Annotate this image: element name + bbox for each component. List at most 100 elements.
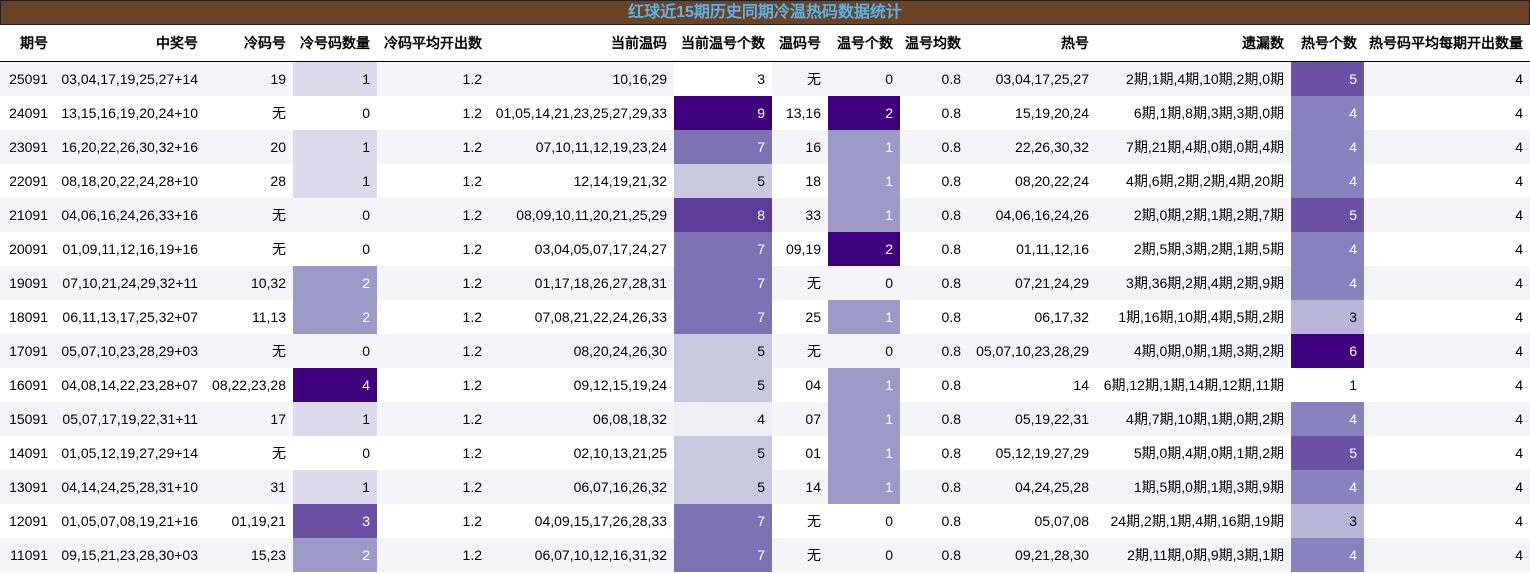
cell-warm-avg: 0.8 [900, 402, 968, 436]
cell-warm-current: 06,08,18,32 [489, 402, 674, 436]
cell-hot-numbers: 07,21,24,29 [968, 266, 1096, 300]
cell-warm-avg: 0.8 [900, 504, 968, 538]
table-row: 17091 05,07,10,23,28,29+03 无 0 1.2 08,20,24,2… [0, 334, 1530, 368]
cell-issue: 14091 [0, 436, 55, 470]
cell-missing: 3期,36期,2期,4期,2期,9期 [1096, 266, 1291, 300]
cell-warm-count: 1 [828, 436, 900, 470]
cell-warm-count: 2 [828, 96, 900, 130]
header-warm-numbers: 温码号 [772, 25, 828, 62]
cell-missing: 1期,16期,10期,4期,5期,2期 [1096, 300, 1291, 334]
cell-missing: 24期,2期,1期,4期,16期,19期 [1096, 504, 1291, 538]
cell-hot-avg: 4 [1364, 198, 1530, 232]
table-row: 22091 08,18,20,22,24,28+10 28 1 1.2 12,14,19,… [0, 164, 1530, 198]
cell-warm-current: 12,14,19,21,32 [489, 164, 674, 198]
cell-cold-count: 4 [293, 368, 377, 402]
cell-winning-numbers: 03,04,17,19,25,27+14 [55, 61, 205, 96]
cell-warm-avg: 0.8 [900, 198, 968, 232]
cell-hot-avg: 4 [1364, 436, 1530, 470]
cell-warm-current-count: 5 [674, 470, 772, 504]
cell-warm-numbers: 13,16 [772, 96, 828, 130]
cell-hot-numbers: 05,07,10,23,28,29 [968, 334, 1096, 368]
header-winning-numbers: 中奖号 [55, 25, 205, 62]
cell-hot-avg: 4 [1364, 130, 1530, 164]
cell-cold-count: 3 [293, 504, 377, 538]
cell-warm-count: 1 [828, 164, 900, 198]
cell-hot-numbers: 08,20,22,24 [968, 164, 1096, 198]
header-issue: 期号 [0, 25, 55, 62]
cell-issue: 17091 [0, 334, 55, 368]
cell-winning-numbers: 05,07,10,23,28,29+03 [55, 334, 205, 368]
cell-winning-numbers: 06,11,13,17,25,32+07 [55, 300, 205, 334]
cell-cold-numbers: 31 [205, 470, 293, 504]
table-row: 15091 05,07,17,19,22,31+11 17 1 1.2 06,08,18,… [0, 402, 1530, 436]
cell-missing: 2期,11期,0期,9期,3期,1期 [1096, 538, 1291, 572]
cell-cold-avg: 1.2 [377, 504, 489, 538]
cell-warm-current: 08,09,10,11,20,21,25,29 [489, 198, 674, 232]
cell-hot-avg: 4 [1364, 368, 1530, 402]
cell-issue: 24091 [0, 96, 55, 130]
table-body: 25091 03,04,17,19,25,27+14 19 1 1.2 10,16,29 3… [0, 61, 1530, 572]
cell-missing: 4期,0期,0期,1期,3期,2期 [1096, 334, 1291, 368]
cell-warm-current: 06,07,10,12,16,31,32 [489, 538, 674, 572]
cell-issue: 25091 [0, 61, 55, 96]
table-row: 21091 04,06,16,24,26,33+16 无 0 1.2 08,09,10,1… [0, 198, 1530, 232]
cell-cold-numbers: 17 [205, 402, 293, 436]
table-row: 24091 13,15,16,19,20,24+10 无 0 1.2 01,05,14,2… [0, 96, 1530, 130]
cell-hot-count: 4 [1291, 232, 1364, 266]
cell-missing: 6期,12期,1期,14期,12期,11期 [1096, 368, 1291, 402]
cell-cold-count: 1 [293, 61, 377, 96]
cell-hot-numbers: 09,21,28,30 [968, 538, 1096, 572]
cell-warm-avg: 0.8 [900, 164, 968, 198]
cell-cold-numbers: 19 [205, 61, 293, 96]
cell-hot-count: 6 [1291, 334, 1364, 368]
table-title: 红球近15期历史同期冷温热码数据统计 [0, 0, 1530, 25]
cell-warm-current-count: 3 [674, 61, 772, 96]
cell-warm-current-count: 8 [674, 198, 772, 232]
cell-missing: 2期,0期,2期,1期,2期,7期 [1096, 198, 1291, 232]
cell-winning-numbers: 16,20,22,26,30,32+16 [55, 130, 205, 164]
cell-hot-count: 1 [1291, 368, 1364, 402]
cell-hot-count: 3 [1291, 504, 1364, 538]
cell-warm-numbers: 无 [772, 334, 828, 368]
cell-hot-numbers: 05,12,19,27,29 [968, 436, 1096, 470]
cell-hot-numbers: 05,19,22,31 [968, 402, 1096, 436]
cell-warm-count: 0 [828, 61, 900, 96]
cell-winning-numbers: 13,15,16,19,20,24+10 [55, 96, 205, 130]
cell-issue: 23091 [0, 130, 55, 164]
cell-cold-numbers: 无 [205, 436, 293, 470]
header-cold-avg: 冷码平均开出数 [377, 25, 489, 62]
header-cold-count: 冷号码数量 [293, 25, 377, 62]
cell-warm-current-count: 5 [674, 164, 772, 198]
cell-warm-avg: 0.8 [900, 334, 968, 368]
cell-issue: 12091 [0, 504, 55, 538]
cell-warm-current-count: 4 [674, 402, 772, 436]
cell-warm-count: 0 [828, 266, 900, 300]
cell-hot-avg: 4 [1364, 61, 1530, 96]
cell-cold-count: 0 [293, 334, 377, 368]
cell-cold-avg: 1.2 [377, 164, 489, 198]
header-hot-avg: 热号码平均每期开出数量 [1364, 25, 1530, 62]
cell-warm-current: 01,05,14,21,23,25,27,29,33 [489, 96, 674, 130]
cell-warm-count: 1 [828, 198, 900, 232]
cell-missing: 5期,0期,4期,0期,1期,2期 [1096, 436, 1291, 470]
cell-warm-count: 0 [828, 504, 900, 538]
cell-hot-avg: 4 [1364, 334, 1530, 368]
cell-warm-avg: 0.8 [900, 266, 968, 300]
cell-warm-current: 08,20,24,26,30 [489, 334, 674, 368]
cell-hot-avg: 4 [1364, 402, 1530, 436]
cell-hot-count: 4 [1291, 470, 1364, 504]
cell-cold-numbers: 11,13 [205, 300, 293, 334]
cell-warm-current: 02,10,13,21,25 [489, 436, 674, 470]
header-warm-current: 当前温码 [489, 25, 674, 62]
table-row: 11091 09,15,21,23,28,30+03 15,23 2 1.2 06,07,… [0, 538, 1530, 572]
cell-warm-avg: 0.8 [900, 470, 968, 504]
cell-cold-numbers: 28 [205, 164, 293, 198]
cell-cold-numbers: 无 [205, 334, 293, 368]
cell-missing: 2期,5期,3期,2期,1期,5期 [1096, 232, 1291, 266]
cell-cold-numbers: 15,23 [205, 538, 293, 572]
cell-hot-numbers: 01,11,12,16 [968, 232, 1096, 266]
cell-warm-numbers: 无 [772, 266, 828, 300]
cell-cold-avg: 1.2 [377, 198, 489, 232]
header-warm-avg: 温号均数 [900, 25, 968, 62]
cell-issue: 13091 [0, 470, 55, 504]
